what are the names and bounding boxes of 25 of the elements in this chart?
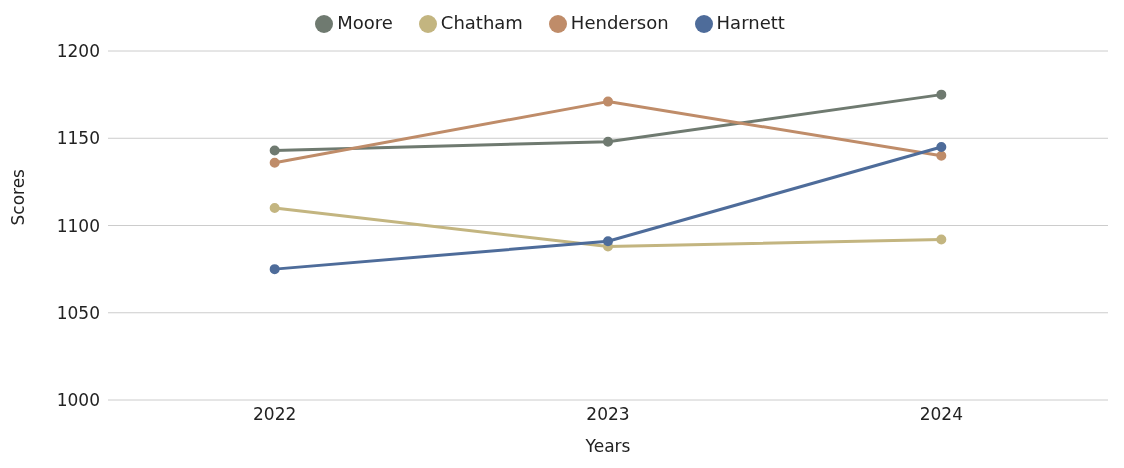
y-tick-label: 1100 <box>56 215 100 236</box>
point <box>269 203 280 214</box>
y-tick-label: 1200 <box>56 41 100 62</box>
point <box>936 141 947 152</box>
legend-label: Chatham <box>440 12 523 33</box>
x-axis-title: Years <box>584 436 631 456</box>
point <box>936 150 947 161</box>
point <box>603 136 613 147</box>
x-tick-label: 2023 <box>586 404 630 425</box>
legend-label: Harnett <box>716 12 785 33</box>
point <box>936 234 947 245</box>
legend-label: Moore <box>337 12 393 33</box>
y-tick-label: 1150 <box>56 128 100 149</box>
x-tick-label: 2024 <box>919 404 963 425</box>
point <box>269 145 280 156</box>
y-tick-label: 1050 <box>56 302 100 323</box>
y-axis-title: Scores <box>8 168 29 226</box>
point <box>603 236 613 247</box>
point <box>603 96 613 107</box>
point <box>936 89 947 100</box>
y-tick-label: 1000 <box>56 390 100 411</box>
x-tick-label: 2022 <box>253 404 297 425</box>
legend-label: Henderson <box>570 12 669 33</box>
point <box>269 157 280 168</box>
point <box>269 264 280 275</box>
